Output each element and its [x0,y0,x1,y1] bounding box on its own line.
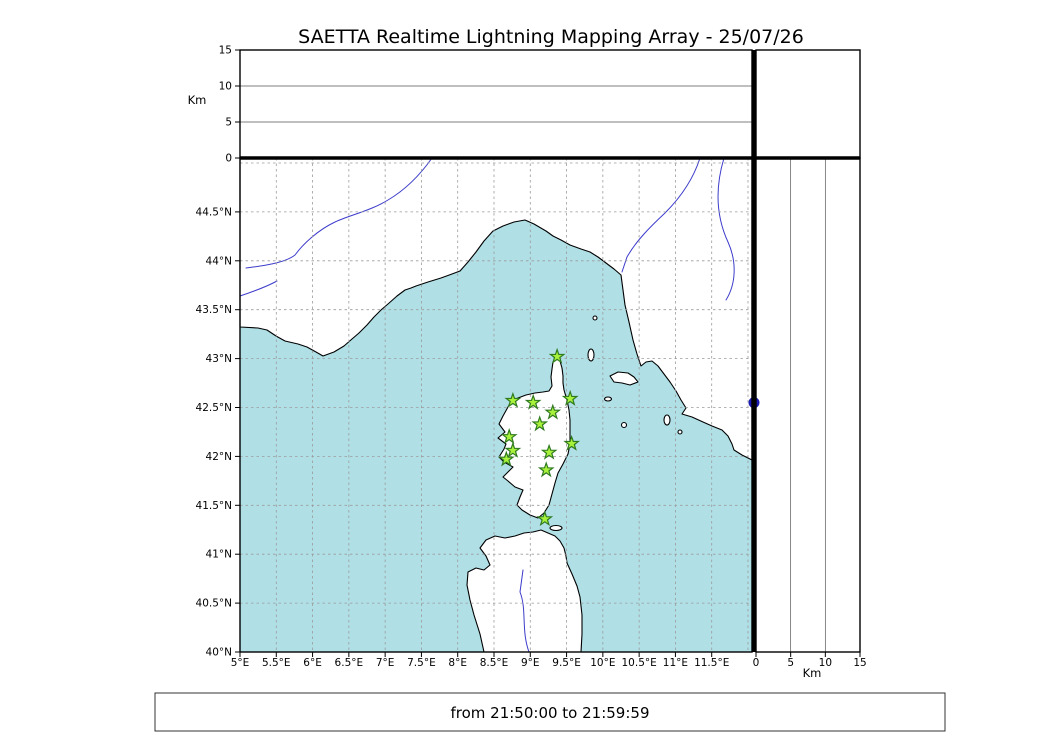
lat-tick-label: 42.5°N [196,402,232,414]
river-rhone-tributary [239,280,278,297]
alt-left-tick-label: 5 [225,117,232,129]
lon-tick-label: 9°E [521,657,540,669]
lon-tick-label: 7.5°E [407,657,436,669]
time-window-box [154,692,946,732]
alt-left-tick-label: 0 [225,153,232,165]
lat-tick-label: 42°N [206,451,232,463]
station-markers [497,347,581,527]
top-right-panel-border [755,49,861,159]
lat-tick-label: 43°N [206,353,232,365]
coastline-corsica [497,356,571,519]
lat-tick-label: 40°N [206,647,232,659]
lon-tick-label: 11°E [663,657,688,669]
coastline-sardinia [466,529,583,653]
lon-tick-label: 10°E [590,657,615,669]
island-maddalena [549,524,563,532]
lat-tick-label: 43.5°N [196,304,232,316]
alt-right-axis-label: Km [803,666,822,680]
alt-left-axis-label: Km [188,93,207,107]
station-marker [531,415,549,432]
alt-left-axis: 0 5 10 15 [219,45,240,165]
station-marker [504,391,522,408]
station-marker [548,347,566,364]
lon-tick-label: 6.5°E [335,657,364,669]
time-window-text: from 21:50:00 to 21:59:59 [450,704,649,722]
rivers [239,157,735,653]
station-marker [524,393,542,410]
lon-tick-label: 6°E [303,657,322,669]
lon-tick-label: 7°E [376,657,395,669]
island-giannutri [677,429,683,435]
station-marker [540,443,558,460]
station-marker [563,434,581,451]
island-elba [609,371,639,386]
lat-tick-label: 41°N [206,549,232,561]
alt-right-tick-label: 5 [787,657,794,669]
lat-tick-label: 44.5°N [196,206,232,218]
lon-tick-label: 8°E [448,657,467,669]
island-montecristo [620,421,628,429]
lat-tick-label: 41.5°N [196,500,232,512]
lon-axis: 5°E 5.5°E 6°E 6.5°E 7°E 7.5°E 8°E 8.5°E 9°E 9.5°E… [231,652,729,669]
lon-tick-label: 8.5°E [480,657,509,669]
lon-tick-label: 10.5°E [622,657,657,669]
alt-left-tick-label: 15 [219,45,232,57]
island-capraia [587,348,595,362]
alt-right-tick-label: 15 [853,657,866,669]
island-giglio [663,414,671,426]
alt-right-tick-label: 10 [819,657,832,669]
river-tiber [717,157,735,301]
river-durance [245,157,433,269]
alt-lat-panel-border [755,157,861,653]
panel-gridlines [240,85,826,652]
alt-right-axis: 0 5 10 15 [753,652,867,669]
river-tirso [519,569,530,653]
station-marker [500,427,518,445]
coastline-france-italy [239,157,753,461]
station-marker [561,389,579,406]
island-gorgona [592,315,598,321]
alt-right-tick-label: 0 [753,657,760,669]
lon-tick-label: 11.5°E [694,657,729,669]
station-marker [536,510,554,527]
island-pianosa [603,396,613,402]
station-marker [497,450,515,467]
river-arno [621,157,701,273]
lon-tick-label: 9.5°E [552,657,581,669]
station-marker [537,461,555,478]
alt-lon-panel-border [239,49,753,159]
lat-tick-label: 44°N [206,255,232,267]
figure-title: SAETTA Realtime Lightning Mapping Array … [298,26,804,48]
lon-tick-label: 5°E [231,657,250,669]
station-marker [504,441,522,458]
alt-left-tick-label: 10 [219,81,232,93]
landmasses [239,157,753,653]
lat-tick-label: 40.5°N [196,598,232,610]
station-marker [544,403,562,420]
lon-tick-label: 5.5°E [262,657,291,669]
lat-axis: 40°N 40.5°N 41°N 41.5°N 42°N 42.5°N 43°N 43.5°N… [196,206,240,659]
